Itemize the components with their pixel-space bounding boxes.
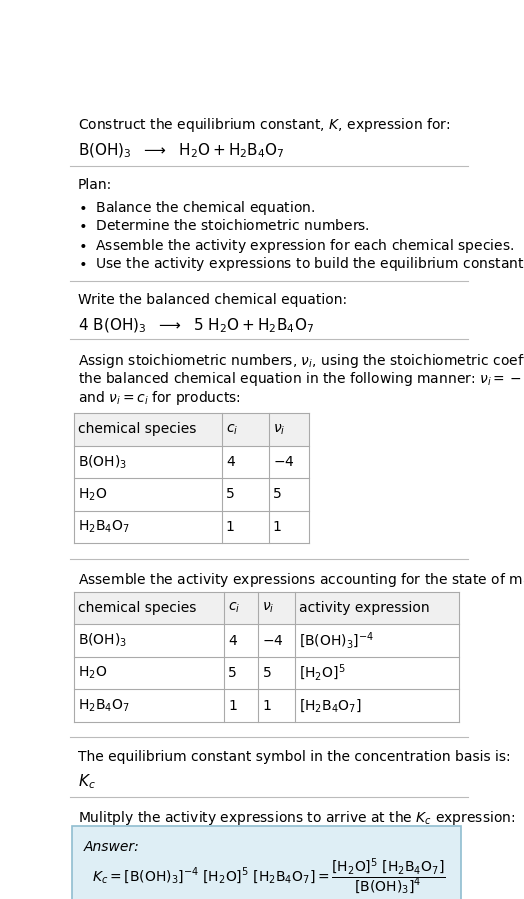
Text: $[\mathrm{H_2O}]^5$: $[\mathrm{H_2O}]^5$	[299, 663, 345, 683]
Text: Assemble the activity expressions accounting for the state of matter and $\nu_i$: Assemble the activity expressions accoun…	[78, 571, 524, 589]
Text: 1: 1	[226, 520, 235, 534]
Text: Write the balanced chemical equation:: Write the balanced chemical equation:	[78, 293, 347, 307]
Text: chemical species: chemical species	[78, 601, 196, 615]
Text: The equilibrium constant symbol in the concentration basis is:: The equilibrium constant symbol in the c…	[78, 750, 510, 763]
Text: $\mathrm{H_2B_4O_7}$: $\mathrm{H_2B_4O_7}$	[78, 698, 129, 714]
Text: 5: 5	[228, 666, 237, 680]
Text: $c_i$: $c_i$	[226, 423, 238, 437]
Text: the balanced chemical equation in the following manner: $\nu_i = -c_i$ for react: the balanced chemical equation in the fo…	[78, 370, 524, 388]
FancyBboxPatch shape	[72, 826, 462, 899]
Text: $\nu_i$: $\nu_i$	[272, 423, 285, 437]
Text: Plan:: Plan:	[78, 179, 112, 192]
Text: $\mathrm{H_2B_4O_7}$: $\mathrm{H_2B_4O_7}$	[78, 519, 129, 535]
Text: $\bullet$  Balance the chemical equation.: $\bullet$ Balance the chemical equation.	[78, 200, 315, 218]
Text: 1: 1	[228, 699, 237, 713]
Text: 1: 1	[263, 699, 271, 713]
Text: 5: 5	[263, 666, 271, 680]
Text: Mulitply the activity expressions to arrive at the $K_c$ expression:: Mulitply the activity expressions to arr…	[78, 809, 515, 827]
Text: $-4$: $-4$	[263, 634, 284, 647]
Text: $[\mathrm{B(OH)_3}]^{-4}$: $[\mathrm{B(OH)_3}]^{-4}$	[299, 630, 374, 651]
Bar	[73, 414, 309, 446]
Text: $4\ \mathrm{B(OH)_3}$  $\longrightarrow$  $5\ \mathrm{H_2O + H_2B_4O_7}$: $4\ \mathrm{B(OH)_3}$ $\longrightarrow$ …	[78, 316, 314, 334]
Text: Answer:: Answer:	[84, 841, 139, 854]
Text: 4: 4	[228, 634, 237, 647]
Text: $\mathrm{B(OH)_3}$  $\longrightarrow$  $\mathrm{H_2O + H_2B_4O_7}$: $\mathrm{B(OH)_3}$ $\longrightarrow$ $\m…	[78, 142, 285, 160]
Text: 5: 5	[272, 487, 281, 502]
Text: $\mathrm{H_2O}$: $\mathrm{H_2O}$	[78, 486, 107, 503]
Text: $\bullet$  Assemble the activity expression for each chemical species.: $\bullet$ Assemble the activity expressi…	[78, 236, 514, 254]
Text: chemical species: chemical species	[78, 423, 196, 436]
Text: $c_i$: $c_i$	[228, 601, 240, 615]
Text: $\mathrm{H_2O}$: $\mathrm{H_2O}$	[78, 665, 107, 681]
Text: Assign stoichiometric numbers, $\nu_i$, using the stoichiometric coefficients, $: Assign stoichiometric numbers, $\nu_i$, …	[78, 352, 524, 369]
Text: $\bullet$  Use the activity expressions to build the equilibrium constant expres: $\bullet$ Use the activity expressions t…	[78, 255, 524, 273]
Text: $\mathrm{B(OH)_3}$: $\mathrm{B(OH)_3}$	[78, 453, 127, 471]
Text: Construct the equilibrium constant, $K$, expression for:: Construct the equilibrium constant, $K$,…	[78, 116, 450, 134]
Text: $\nu_i$: $\nu_i$	[263, 601, 275, 615]
Bar	[73, 592, 460, 624]
Text: $\bullet$  Determine the stoichiometric numbers.: $\bullet$ Determine the stoichiometric n…	[78, 218, 369, 233]
Text: $K_c$: $K_c$	[78, 772, 95, 791]
Text: $[\mathrm{H_2B_4O_7}]$: $[\mathrm{H_2B_4O_7}]$	[299, 698, 362, 714]
Text: 4: 4	[226, 455, 235, 469]
Text: $-4$: $-4$	[272, 455, 294, 469]
Text: 5: 5	[226, 487, 235, 502]
Text: activity expression: activity expression	[299, 601, 430, 615]
Text: $K_c = [\mathrm{B(OH)_3}]^{-4}\ [\mathrm{H_2O}]^5\ [\mathrm{H_2B_4O_7}] = \dfrac: $K_c = [\mathrm{B(OH)_3}]^{-4}\ [\mathrm…	[92, 857, 445, 897]
Text: and $\nu_i = c_i$ for products:: and $\nu_i = c_i$ for products:	[78, 389, 241, 407]
Text: $\mathrm{B(OH)_3}$: $\mathrm{B(OH)_3}$	[78, 632, 127, 649]
Text: 1: 1	[272, 520, 281, 534]
